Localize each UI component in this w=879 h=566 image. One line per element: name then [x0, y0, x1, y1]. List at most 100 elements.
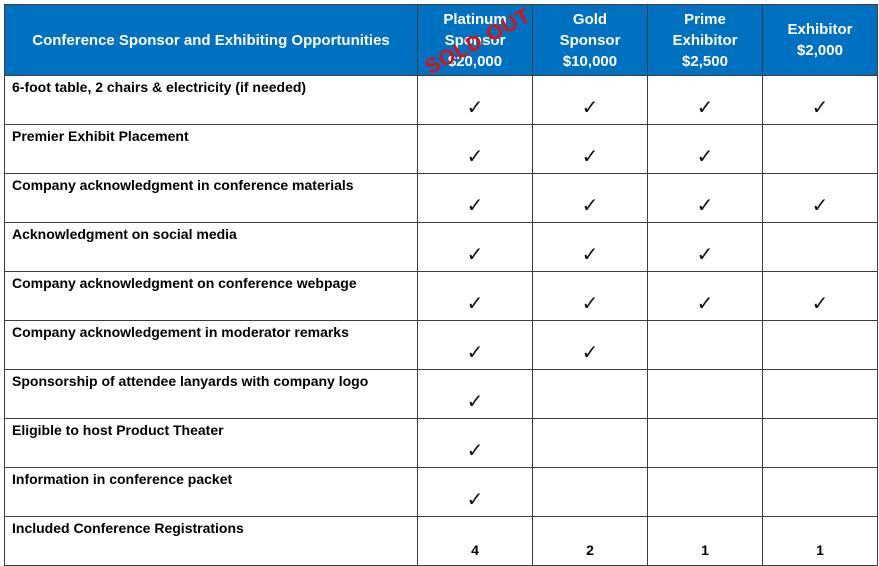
feature-label: Premier Exhibit Placement [4, 124, 418, 174]
registration-count: 1 [816, 542, 824, 558]
registration-count: 4 [471, 542, 479, 558]
tier-cell: ✓ [532, 75, 648, 125]
tier-cell: ✓ [417, 271, 533, 321]
checkmark-icon: ✓ [696, 144, 714, 168]
sponsorship-table: Conference Sponsor and Exhibiting Opport… [4, 4, 878, 566]
table-row: Eligible to host Product Theater ✓ [4, 418, 878, 468]
checkmark-icon: ✓ [581, 242, 599, 266]
tier-cell: 2 [532, 516, 648, 566]
tier-line1: Platinum [443, 10, 507, 28]
tier-cell: ✓ [417, 173, 533, 223]
tier-cell [647, 467, 763, 517]
feature-label: Sponsorship of attendee lanyards with co… [4, 369, 418, 419]
checkmark-icon: ✓ [581, 95, 599, 119]
table-row: 6-foot table, 2 chairs & electricity (if… [4, 75, 878, 125]
tier-cell [762, 369, 878, 419]
table-row: Company acknowledgment in conference mat… [4, 173, 878, 223]
tier-cell: ✓ [647, 124, 763, 174]
checkmark-icon: ✓ [581, 193, 599, 217]
checkmark-icon: ✓ [811, 291, 829, 315]
tier-line2: Sponsor [444, 31, 506, 49]
checkmark-icon: ✓ [466, 487, 484, 511]
table-row: Company acknowledgement in moderator rem… [4, 320, 878, 370]
tier-cell: ✓ [417, 418, 533, 468]
checkmark-icon: ✓ [811, 95, 829, 119]
tier-cell: ✓ [647, 75, 763, 125]
table-title: Conference Sponsor and Exhibiting Opport… [4, 4, 418, 76]
feature-label: Company acknowledgment on conference web… [4, 271, 418, 321]
feature-label: Included Conference Registrations [4, 516, 418, 566]
table-row: Included Conference Registrations 4 2 1 1 [4, 516, 878, 566]
checkmark-icon: ✓ [466, 242, 484, 266]
checkmark-icon: ✓ [581, 291, 599, 315]
tier-line2: Exhibitor [672, 31, 738, 49]
checkmark-icon: ✓ [581, 340, 599, 364]
table-body: 6-foot table, 2 chairs & electricity (if… [4, 75, 878, 566]
tier-cell: ✓ [647, 222, 763, 272]
tier-cell: ✓ [417, 124, 533, 174]
tier-cell [647, 369, 763, 419]
tier-price: $2,500 [682, 52, 728, 70]
table-row: Acknowledgment on social media ✓ ✓ ✓ [4, 222, 878, 272]
table-row: Premier Exhibit Placement ✓ ✓ ✓ [4, 124, 878, 174]
checkmark-icon: ✓ [466, 193, 484, 217]
registration-count: 2 [586, 542, 594, 558]
tier-price: $10,000 [562, 52, 618, 70]
tier-prime-header: Prime Exhibitor $2,500 [647, 4, 763, 76]
checkmark-icon: ✓ [811, 193, 829, 217]
table-row: Sponsorship of attendee lanyards with co… [4, 369, 878, 419]
registration-count: 1 [701, 542, 709, 558]
tier-line1: Exhibitor [787, 21, 853, 38]
tier-cell: ✓ [417, 75, 533, 125]
table-row: Company acknowledgment on conference web… [4, 271, 878, 321]
checkmark-icon: ✓ [696, 291, 714, 315]
tier-cell: ✓ [417, 222, 533, 272]
tier-cell: ✓ [762, 75, 878, 125]
tier-cell: ✓ [532, 222, 648, 272]
table-row: Information in conference packet ✓ [4, 467, 878, 517]
checkmark-icon: ✓ [466, 389, 484, 413]
tier-cell: ✓ [647, 271, 763, 321]
tier-cell: 4 [417, 516, 533, 566]
tier-platinum-header: Platinum Sponsor $20,000 SOLD OUT [417, 4, 535, 79]
checkmark-icon: ✓ [696, 193, 714, 217]
sponsorship-sheet: Conference Sponsor and Exhibiting Opport… [4, 4, 878, 566]
tier-line1: Prime [684, 10, 726, 28]
tier-cell: ✓ [762, 173, 878, 223]
tier-cell [647, 418, 763, 468]
tier-cell: ✓ [417, 320, 533, 370]
checkmark-icon: ✓ [466, 340, 484, 364]
feature-label: Company acknowledgement in moderator rem… [4, 320, 418, 370]
tier-cell: 1 [762, 516, 878, 566]
tier-gold-header: Gold Sponsor $10,000 [532, 4, 648, 76]
tier-cell [532, 418, 648, 468]
tier-cell [762, 222, 878, 272]
tier-line2: Sponsor [559, 31, 621, 49]
tier-cell: ✓ [532, 173, 648, 223]
tier-cell [532, 467, 648, 517]
tier-exhibitor-header: Exhibitor $2,000 [762, 4, 878, 76]
checkmark-icon: ✓ [581, 144, 599, 168]
feature-label: 6-foot table, 2 chairs & electricity (if… [4, 75, 418, 125]
header-row: Conference Sponsor and Exhibiting Opport… [4, 4, 878, 79]
tier-price: $2,000 [797, 42, 843, 59]
feature-label: Acknowledgment on social media [4, 222, 418, 272]
tier-line1: Gold [572, 10, 608, 28]
tier-price: $20,000 [447, 52, 503, 70]
tier-cell [532, 369, 648, 419]
checkmark-icon: ✓ [466, 144, 484, 168]
feature-label: Information in conference packet [4, 467, 418, 517]
tier-cell [647, 320, 763, 370]
feature-label: Eligible to host Product Theater [4, 418, 418, 468]
tier-cell: ✓ [762, 271, 878, 321]
tier-cell: ✓ [532, 124, 648, 174]
checkmark-icon: ✓ [696, 95, 714, 119]
checkmark-icon: ✓ [696, 242, 714, 266]
tier-cell [762, 418, 878, 468]
tier-cell: ✓ [532, 320, 648, 370]
checkmark-icon: ✓ [466, 95, 484, 119]
tier-cell: 1 [647, 516, 763, 566]
tier-cell: ✓ [417, 467, 533, 517]
tier-cell [762, 124, 878, 174]
tier-cell [762, 467, 878, 517]
